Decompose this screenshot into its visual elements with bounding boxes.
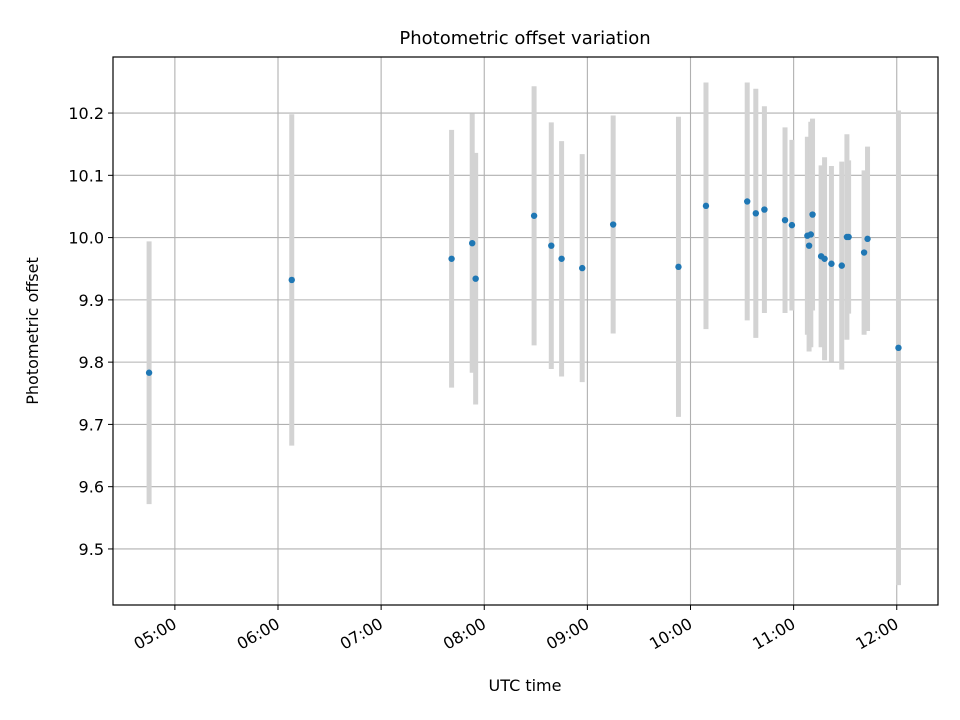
data-point (821, 255, 828, 262)
data-point (752, 210, 760, 217)
y-tick-label: 10.1 (68, 166, 104, 185)
data-point (288, 276, 295, 284)
data-point (838, 262, 845, 269)
data-point (828, 260, 835, 267)
y-tick-label: 9.8 (79, 353, 104, 372)
data-point (675, 263, 682, 271)
plot-frame (112, 56, 939, 606)
data-point (864, 235, 871, 243)
point-layer (145, 198, 902, 376)
x-axis-label: UTC time (489, 676, 562, 695)
data-point (744, 198, 751, 205)
data-point (530, 212, 538, 219)
y-tick-label: 9.6 (79, 478, 104, 497)
data-point (805, 242, 813, 249)
data-point (548, 242, 555, 249)
data-point (448, 255, 455, 262)
data-point (558, 255, 565, 262)
data-point (469, 239, 476, 247)
y-tick-label: 9.5 (79, 540, 104, 559)
y-tick-label: 10.2 (68, 104, 104, 123)
y-axis-label: Photometric offset (23, 257, 42, 405)
data-point (788, 221, 796, 229)
y-axis-ticks: 9.5 9.6 9.7 9.8 9.9 10.0 10.1 10.2 (68, 104, 113, 559)
y-tick-label: 9.7 (79, 415, 104, 434)
data-point (761, 206, 768, 213)
data-point (781, 216, 789, 224)
data-point (472, 275, 479, 282)
data-point (609, 221, 617, 228)
data-point (860, 249, 868, 256)
data-point (145, 369, 153, 376)
data-point (702, 202, 710, 210)
data-point (579, 264, 586, 272)
data-point (845, 233, 852, 241)
data-point (895, 344, 902, 352)
chart-title: Photometric offset variation (399, 28, 650, 49)
y-tick-label: 10.0 (68, 229, 104, 248)
grid-layer (113, 57, 938, 605)
data-point (807, 231, 815, 238)
data-point (809, 211, 816, 218)
y-tick-label: 9.9 (79, 291, 104, 310)
